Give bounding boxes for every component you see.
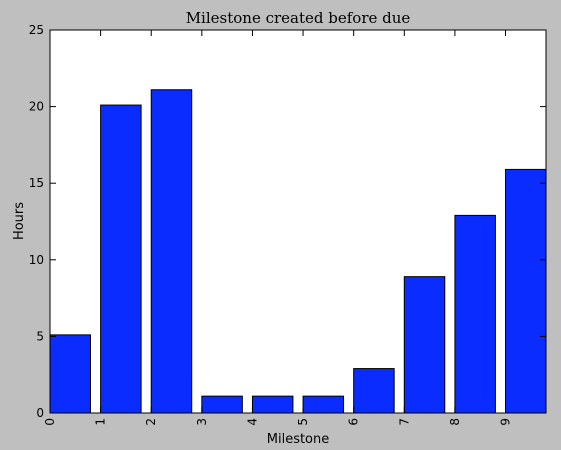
y-tick-label: 15 xyxy=(29,176,44,190)
y-tick-label: 0 xyxy=(36,406,44,420)
bar-6 xyxy=(353,368,395,414)
x-tick-label: 8 xyxy=(448,418,462,426)
x-tick-label: 6 xyxy=(347,418,361,426)
bar-4 xyxy=(251,395,294,414)
bar-3 xyxy=(201,395,243,414)
y-tick-label: 10 xyxy=(29,253,44,267)
bar-7 xyxy=(403,276,446,414)
y-axis-label: Hours xyxy=(12,202,27,240)
x-axis: 0 1 2 3 4 5 6 7 8 9 xyxy=(43,30,513,426)
y-tick-label: 20 xyxy=(29,100,44,114)
x-tick-label: 1 xyxy=(94,418,108,426)
plot-frame xyxy=(49,29,547,414)
bar-9 xyxy=(505,168,547,414)
y-tick-label: 5 xyxy=(36,329,44,343)
x-tick-label: 4 xyxy=(245,418,259,426)
bar-2 xyxy=(150,89,193,414)
bar-8 xyxy=(454,214,496,414)
bar-0 xyxy=(49,334,91,414)
bars-group xyxy=(49,89,547,414)
x-tick-label: 7 xyxy=(397,418,411,426)
y-tick-label: 25 xyxy=(29,23,44,37)
bar-1 xyxy=(100,104,142,414)
x-tick-label: 2 xyxy=(144,418,158,426)
y-axis: 0 5 10 15 20 25 xyxy=(29,23,546,420)
chart-title: Milestone created before due xyxy=(186,9,411,27)
bar-5 xyxy=(302,395,345,414)
x-tick-label: 9 xyxy=(499,418,513,426)
x-axis-label: Milestone xyxy=(267,432,330,447)
x-tick-label: 0 xyxy=(43,418,57,426)
x-tick-label: 5 xyxy=(296,418,310,426)
x-tick-label: 3 xyxy=(195,418,209,426)
